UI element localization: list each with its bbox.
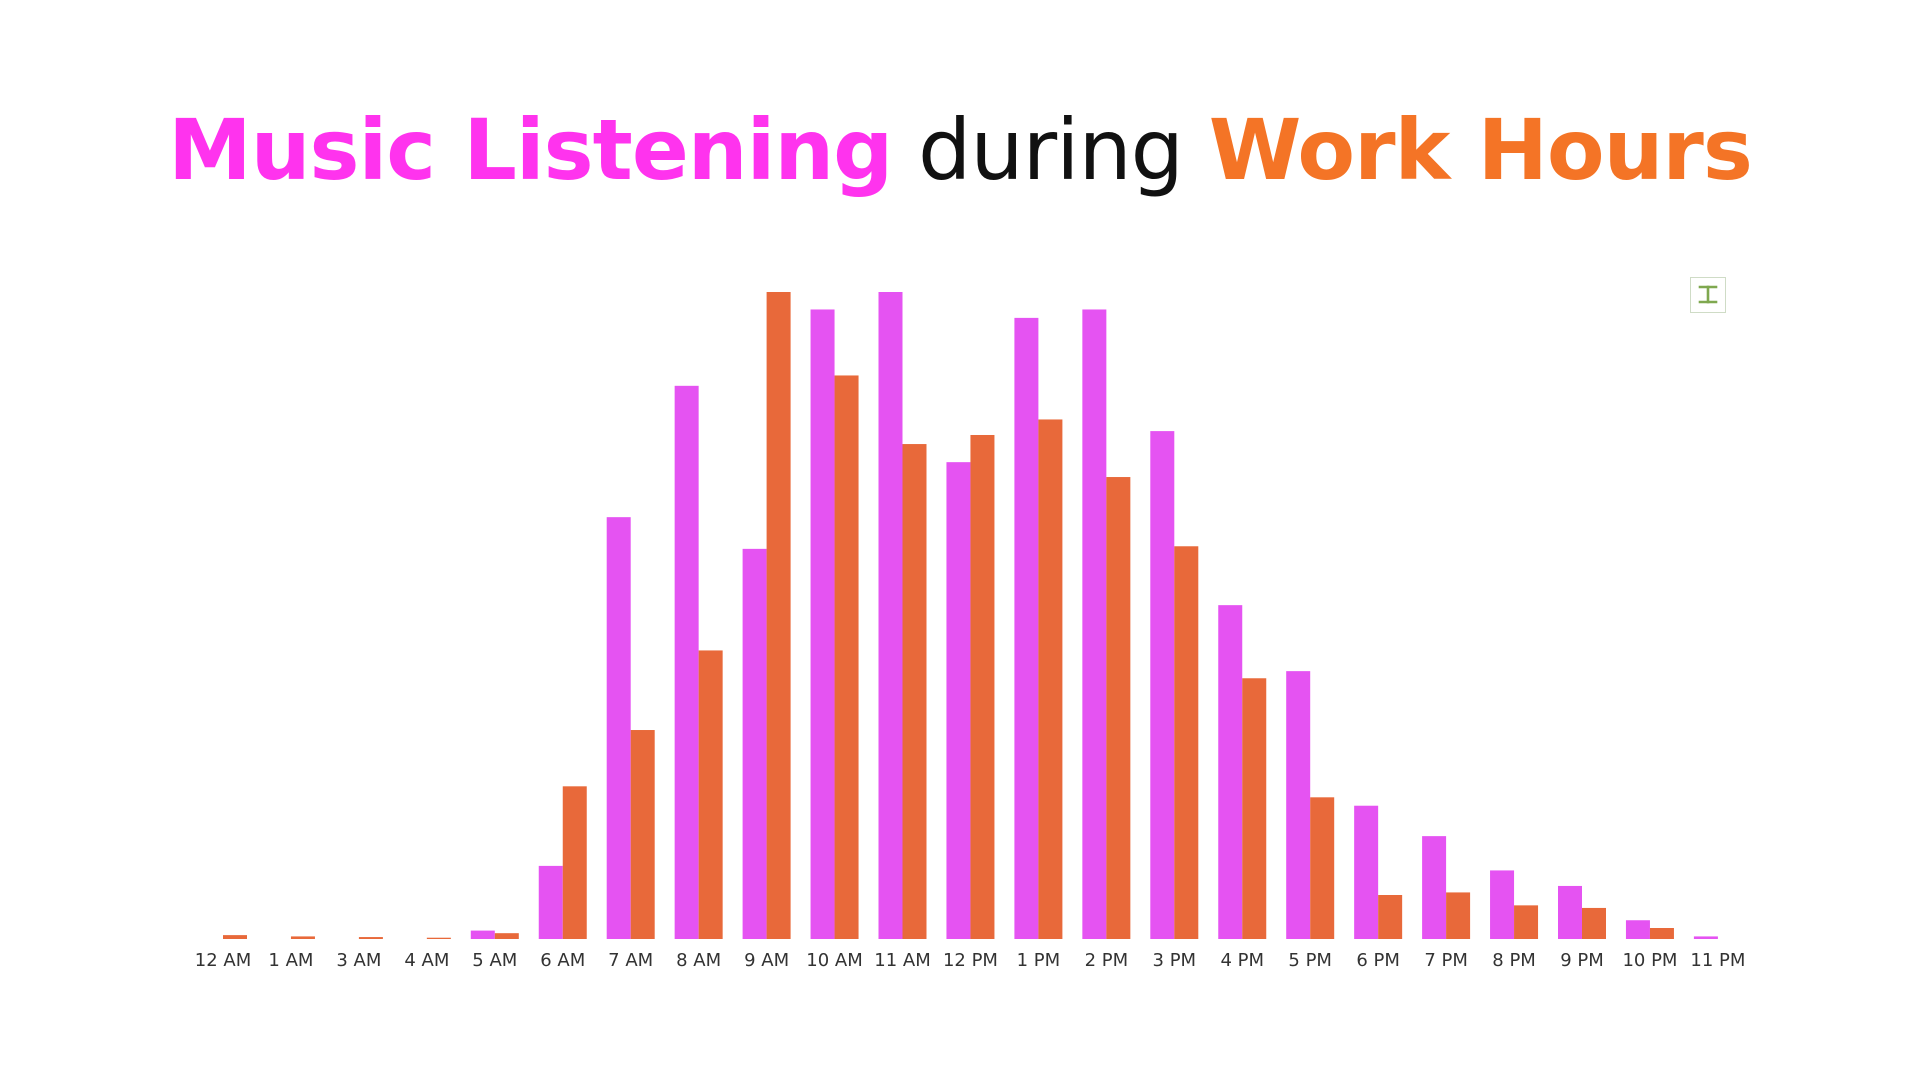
bar-series2-7-pm bbox=[1446, 892, 1471, 939]
bar-series1-9-pm bbox=[1558, 885, 1582, 939]
x-tick-label: 9 AM bbox=[744, 950, 789, 971]
x-tick-label: 11 AM bbox=[874, 950, 930, 971]
x-tick-label: 8 AM bbox=[676, 950, 721, 971]
bar-series1-2-pm bbox=[1082, 309, 1107, 940]
bar-series1-9-am bbox=[742, 548, 767, 939]
bar-series2-12-am bbox=[223, 935, 247, 939]
bar-series1-1-pm bbox=[1014, 317, 1039, 939]
x-tick-label: 9 PM bbox=[1560, 950, 1604, 971]
bar-series1-8-am bbox=[674, 385, 699, 939]
x-tick-label: 12 PM bbox=[943, 950, 998, 971]
bar-series2-7-am bbox=[630, 730, 655, 939]
x-tick-label: 2 PM bbox=[1085, 950, 1129, 971]
bar-series2-6-am bbox=[562, 786, 587, 939]
x-tick-label: 11 PM bbox=[1690, 950, 1745, 971]
bar-series1-10-pm bbox=[1625, 920, 1650, 939]
text-cursor-icon bbox=[1698, 285, 1718, 304]
bar-series1-4-pm bbox=[1218, 605, 1243, 939]
title-part-work-hours: Work Hours bbox=[1208, 101, 1753, 199]
bar-series2-11-am bbox=[902, 444, 927, 939]
bar-series2-1-am bbox=[290, 936, 315, 939]
bar-series2-3-am bbox=[358, 937, 383, 939]
bar-series2-10-pm bbox=[1649, 928, 1674, 939]
x-tick-label: 5 PM bbox=[1288, 950, 1332, 971]
x-tick-label: 1 AM bbox=[268, 950, 313, 971]
bar-series2-10-am bbox=[834, 375, 859, 940]
x-tick-label: 3 PM bbox=[1153, 950, 1197, 971]
bar-series1-3-pm bbox=[1150, 431, 1175, 939]
x-tick-label: 3 AM bbox=[336, 950, 381, 971]
bar-series2-9-am bbox=[766, 292, 791, 939]
x-tick-label: 10 AM bbox=[806, 950, 862, 971]
bar-series1-6-am bbox=[538, 865, 563, 939]
bar-series1-5-pm bbox=[1286, 671, 1311, 939]
bar-series1-5-am bbox=[470, 930, 495, 939]
bar-series2-4-pm bbox=[1242, 678, 1267, 939]
bar-series2-1-pm bbox=[1038, 419, 1063, 940]
bar-series2-3-pm bbox=[1174, 546, 1199, 939]
bar-series2-2-pm bbox=[1106, 477, 1131, 939]
bar-series1-7-am bbox=[606, 517, 631, 939]
title-part-during: during bbox=[918, 101, 1184, 199]
x-tick-label: 7 PM bbox=[1424, 950, 1468, 971]
bar-series1-8-pm bbox=[1490, 870, 1515, 939]
x-tick-label: 8 PM bbox=[1492, 950, 1536, 971]
bar-series2-12-pm bbox=[970, 434, 995, 939]
bar-series1-6-pm bbox=[1354, 805, 1379, 939]
bar-series1-10-am bbox=[810, 309, 835, 940]
bar-series2-8-am bbox=[698, 650, 723, 939]
bar-series2-4-am bbox=[426, 937, 451, 939]
x-axis-tick-labels: 12 AM 1 AM 3 AM 4 AM 5 AM 6 AM 7 AM 8 AM 9 AM 10 … bbox=[195, 950, 1746, 971]
bar-series1-12-pm bbox=[946, 462, 971, 939]
chart-title: Music Listening during Work Hours bbox=[0, 100, 1920, 200]
bar-series2-5-am bbox=[494, 933, 519, 939]
bar-series1-7-pm bbox=[1422, 836, 1447, 939]
x-tick-label: 4 PM bbox=[1220, 950, 1264, 971]
title-part-music-listening: Music Listening bbox=[168, 101, 893, 199]
x-tick-label: 4 AM bbox=[404, 950, 449, 971]
bar-series2-9-pm bbox=[1582, 907, 1606, 939]
bars-group bbox=[223, 292, 1718, 940]
text-cursor-button[interactable] bbox=[1690, 277, 1726, 313]
bar-series1-11-pm bbox=[1693, 936, 1718, 939]
x-tick-label: 5 AM bbox=[472, 950, 517, 971]
x-tick-label: 7 AM bbox=[608, 950, 653, 971]
bar-series2-8-pm bbox=[1514, 905, 1539, 939]
bar-series1-11-am bbox=[878, 292, 903, 939]
bar-series2-5-pm bbox=[1310, 797, 1335, 939]
x-tick-label: 6 PM bbox=[1356, 950, 1400, 971]
x-tick-label: 6 AM bbox=[540, 950, 585, 971]
bar-series2-6-pm bbox=[1378, 895, 1403, 939]
x-tick-label: 1 PM bbox=[1017, 950, 1061, 971]
x-tick-label: 10 PM bbox=[1622, 950, 1677, 971]
x-tick-label: 12 AM bbox=[195, 950, 251, 971]
